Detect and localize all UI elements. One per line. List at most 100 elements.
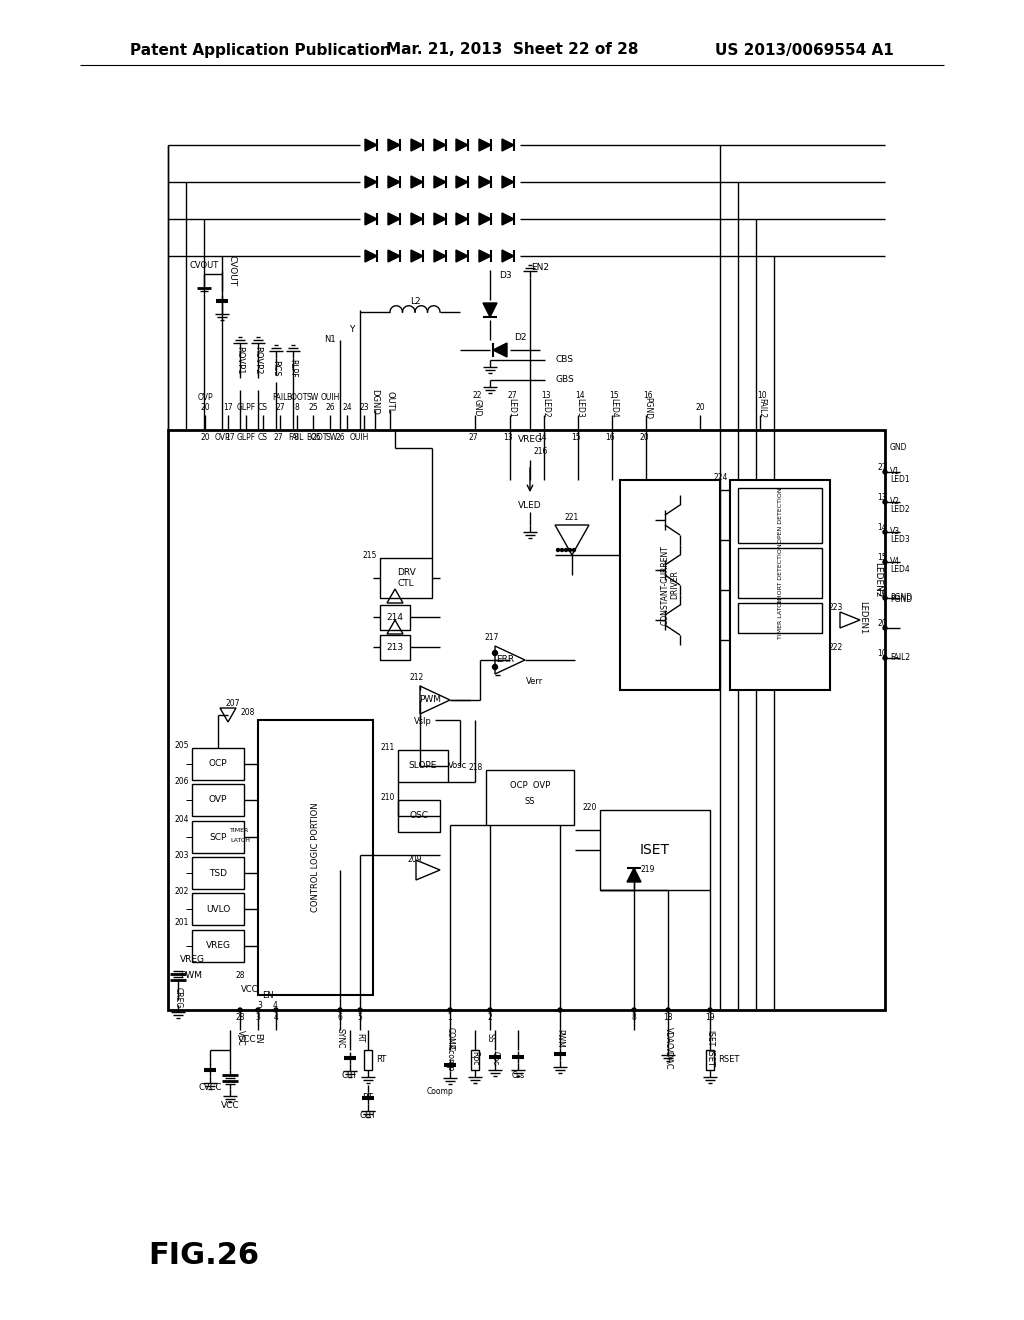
Text: 25: 25 [311,433,321,442]
Text: 4: 4 [273,1014,279,1023]
Polygon shape [493,343,507,356]
Bar [471,1049,479,1071]
Text: 20: 20 [639,433,649,442]
Text: VDAC: VDAC [664,1047,673,1069]
Text: CVOUT: CVOUT [189,261,219,271]
Circle shape [256,1008,260,1012]
Text: 214: 214 [386,612,403,622]
Text: 20: 20 [878,619,887,627]
Bar [706,1049,714,1071]
Text: LED3: LED3 [575,399,585,418]
Text: Y: Y [349,326,354,334]
Text: 10: 10 [878,648,887,657]
Text: RLPF: RLPF [289,359,298,378]
Text: OUTL: OUTL [385,391,394,413]
Polygon shape [434,213,446,224]
Text: 20: 20 [200,433,210,442]
Text: 212: 212 [410,673,424,682]
Text: TIMER LATCH: TIMER LATCH [777,598,782,639]
Text: Mar. 21, 2013  Sheet 22 of 28: Mar. 21, 2013 Sheet 22 of 28 [386,42,638,58]
Bar [193,784,244,816]
Text: V1: V1 [890,467,900,477]
Text: FIG.26: FIG.26 [148,1241,259,1270]
Text: 5: 5 [357,1014,362,1023]
Text: GND: GND [890,444,907,453]
Polygon shape [456,139,468,150]
Text: ISET: ISET [706,1049,715,1067]
Text: 217: 217 [484,634,499,643]
Text: EN: EN [254,1032,262,1043]
Polygon shape [479,176,490,187]
Text: EN2: EN2 [531,264,549,272]
Polygon shape [411,139,423,150]
Circle shape [564,549,567,552]
Text: FAIL: FAIL [272,393,288,403]
Text: Patent Application Publication: Patent Application Publication [130,42,391,58]
Text: GRT: GRT [359,1111,377,1121]
Circle shape [560,549,563,552]
Text: GND: GND [472,399,481,417]
Text: VCC: VCC [236,1030,245,1045]
Text: OVP: OVP [209,796,227,804]
Text: RT: RT [355,1034,365,1043]
Text: CRT: CRT [342,1071,358,1080]
Text: 27: 27 [468,433,478,442]
Text: CVCC: CVCC [199,1084,221,1093]
Text: LED2: LED2 [542,399,551,418]
Polygon shape [627,869,641,882]
Text: CS: CS [258,404,268,412]
Text: OCP: OCP [209,759,227,768]
Text: 24: 24 [342,404,352,412]
Circle shape [666,1008,670,1012]
Text: 6: 6 [338,1014,342,1023]
Text: LED3: LED3 [890,536,909,544]
Text: SYNC: SYNC [336,1028,344,1048]
Text: VREG: VREG [206,941,230,950]
Text: 201: 201 [175,917,189,927]
Text: 14: 14 [878,523,887,532]
Bar [193,857,244,888]
Text: LED4: LED4 [609,399,618,418]
Text: 213: 213 [386,643,403,652]
Polygon shape [388,213,400,224]
Text: V4: V4 [890,557,900,566]
Text: VCC: VCC [238,1035,257,1044]
Text: RSET: RSET [718,1056,739,1064]
Text: 27: 27 [273,433,283,442]
Text: V2: V2 [890,498,900,507]
Circle shape [568,549,571,552]
Text: OPEN DETECTION: OPEN DETECTION [777,487,782,543]
Text: SW: SW [326,433,338,442]
Polygon shape [411,213,423,224]
Polygon shape [365,176,377,187]
Text: Coomp: Coomp [427,1088,454,1097]
Text: ROVP1: ROVP1 [236,346,245,375]
Text: 204: 204 [174,814,189,824]
Text: GLPF: GLPF [237,433,256,442]
Text: SW: SW [307,393,319,403]
Circle shape [708,1008,712,1012]
Text: BOOT: BOOT [306,433,328,442]
Text: Verr: Verr [526,677,544,686]
Polygon shape [388,176,400,187]
Circle shape [338,1008,342,1012]
Text: SS: SS [485,1034,495,1043]
Text: 8: 8 [294,433,298,442]
Polygon shape [434,176,446,187]
Text: 28: 28 [236,970,245,979]
Text: CBS: CBS [555,355,573,364]
Text: LEDEN2: LEDEN2 [873,562,883,598]
Polygon shape [502,249,514,261]
Circle shape [883,500,887,504]
Circle shape [883,531,887,535]
Text: FAIL2: FAIL2 [758,397,767,418]
Circle shape [883,656,887,660]
Text: Ccomp: Ccomp [445,1045,455,1071]
Text: 26: 26 [326,404,335,412]
Circle shape [883,560,887,564]
Circle shape [558,1008,562,1012]
Text: 218: 218 [469,763,483,772]
Text: 16: 16 [878,589,887,598]
Text: OVP: OVP [198,393,213,403]
Text: N1: N1 [325,335,336,345]
